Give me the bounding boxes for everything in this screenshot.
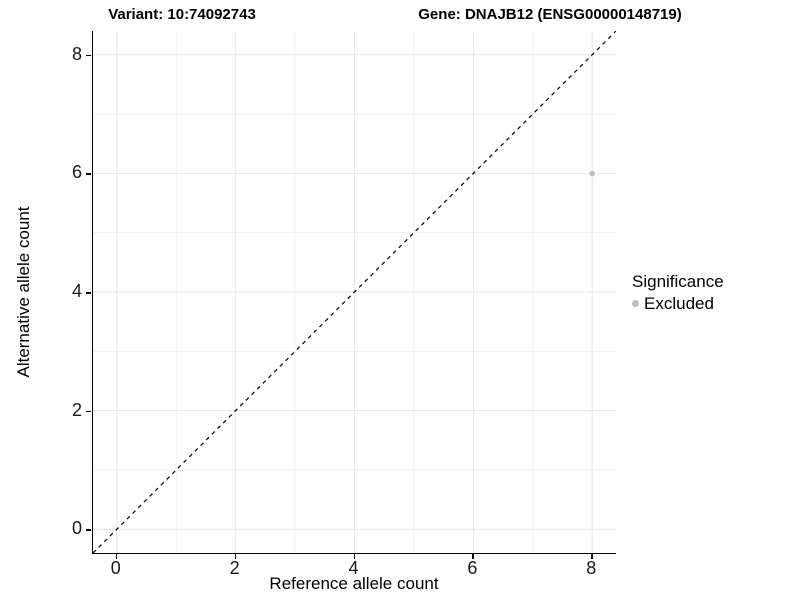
plot-title-gene: Gene: DNAJB12 (ENSG00000148719) [418,6,682,23]
y-tick-mark [86,292,91,294]
x-tick-mark [234,554,237,559]
y-axis-title: Alternative allele count [14,206,33,378]
plot-title-variant: Variant: 10:74092743 [108,6,256,23]
x-tick-mark [591,554,593,559]
x-tick-label: 2 [229,558,240,578]
x-tick-label: 4 [348,558,359,578]
y-tick-label: 0 [71,518,82,539]
plot-panel [92,31,616,554]
x-tick-mark [472,554,474,559]
x-tick-label: 0 [110,558,121,578]
y-tick-mark [86,173,91,175]
x-tick-label: 6 [467,558,478,578]
x-tick-mark [353,554,355,559]
x-axis-title: Reference allele count [269,574,439,593]
legend-point-icon [632,300,639,307]
y-tick-label: 2 [71,399,82,420]
legend-item-label: Excluded [644,294,714,313]
legend-title: Significance [632,272,724,291]
identity-line [93,31,616,553]
y-tick-label: 6 [71,162,82,183]
y-tick-label: 4 [71,281,82,301]
legend-item: Excluded [632,293,724,314]
y-tick-mark [86,54,91,57]
y-tick-label: 8 [71,43,82,64]
data-point [589,170,596,177]
legend: Significance Excluded [632,271,724,314]
y-tick-mark [86,529,91,531]
x-tick-label: 8 [586,558,597,578]
x-tick-mark [115,554,118,559]
y-tick-mark [86,410,91,413]
plot-canvas [93,31,616,553]
